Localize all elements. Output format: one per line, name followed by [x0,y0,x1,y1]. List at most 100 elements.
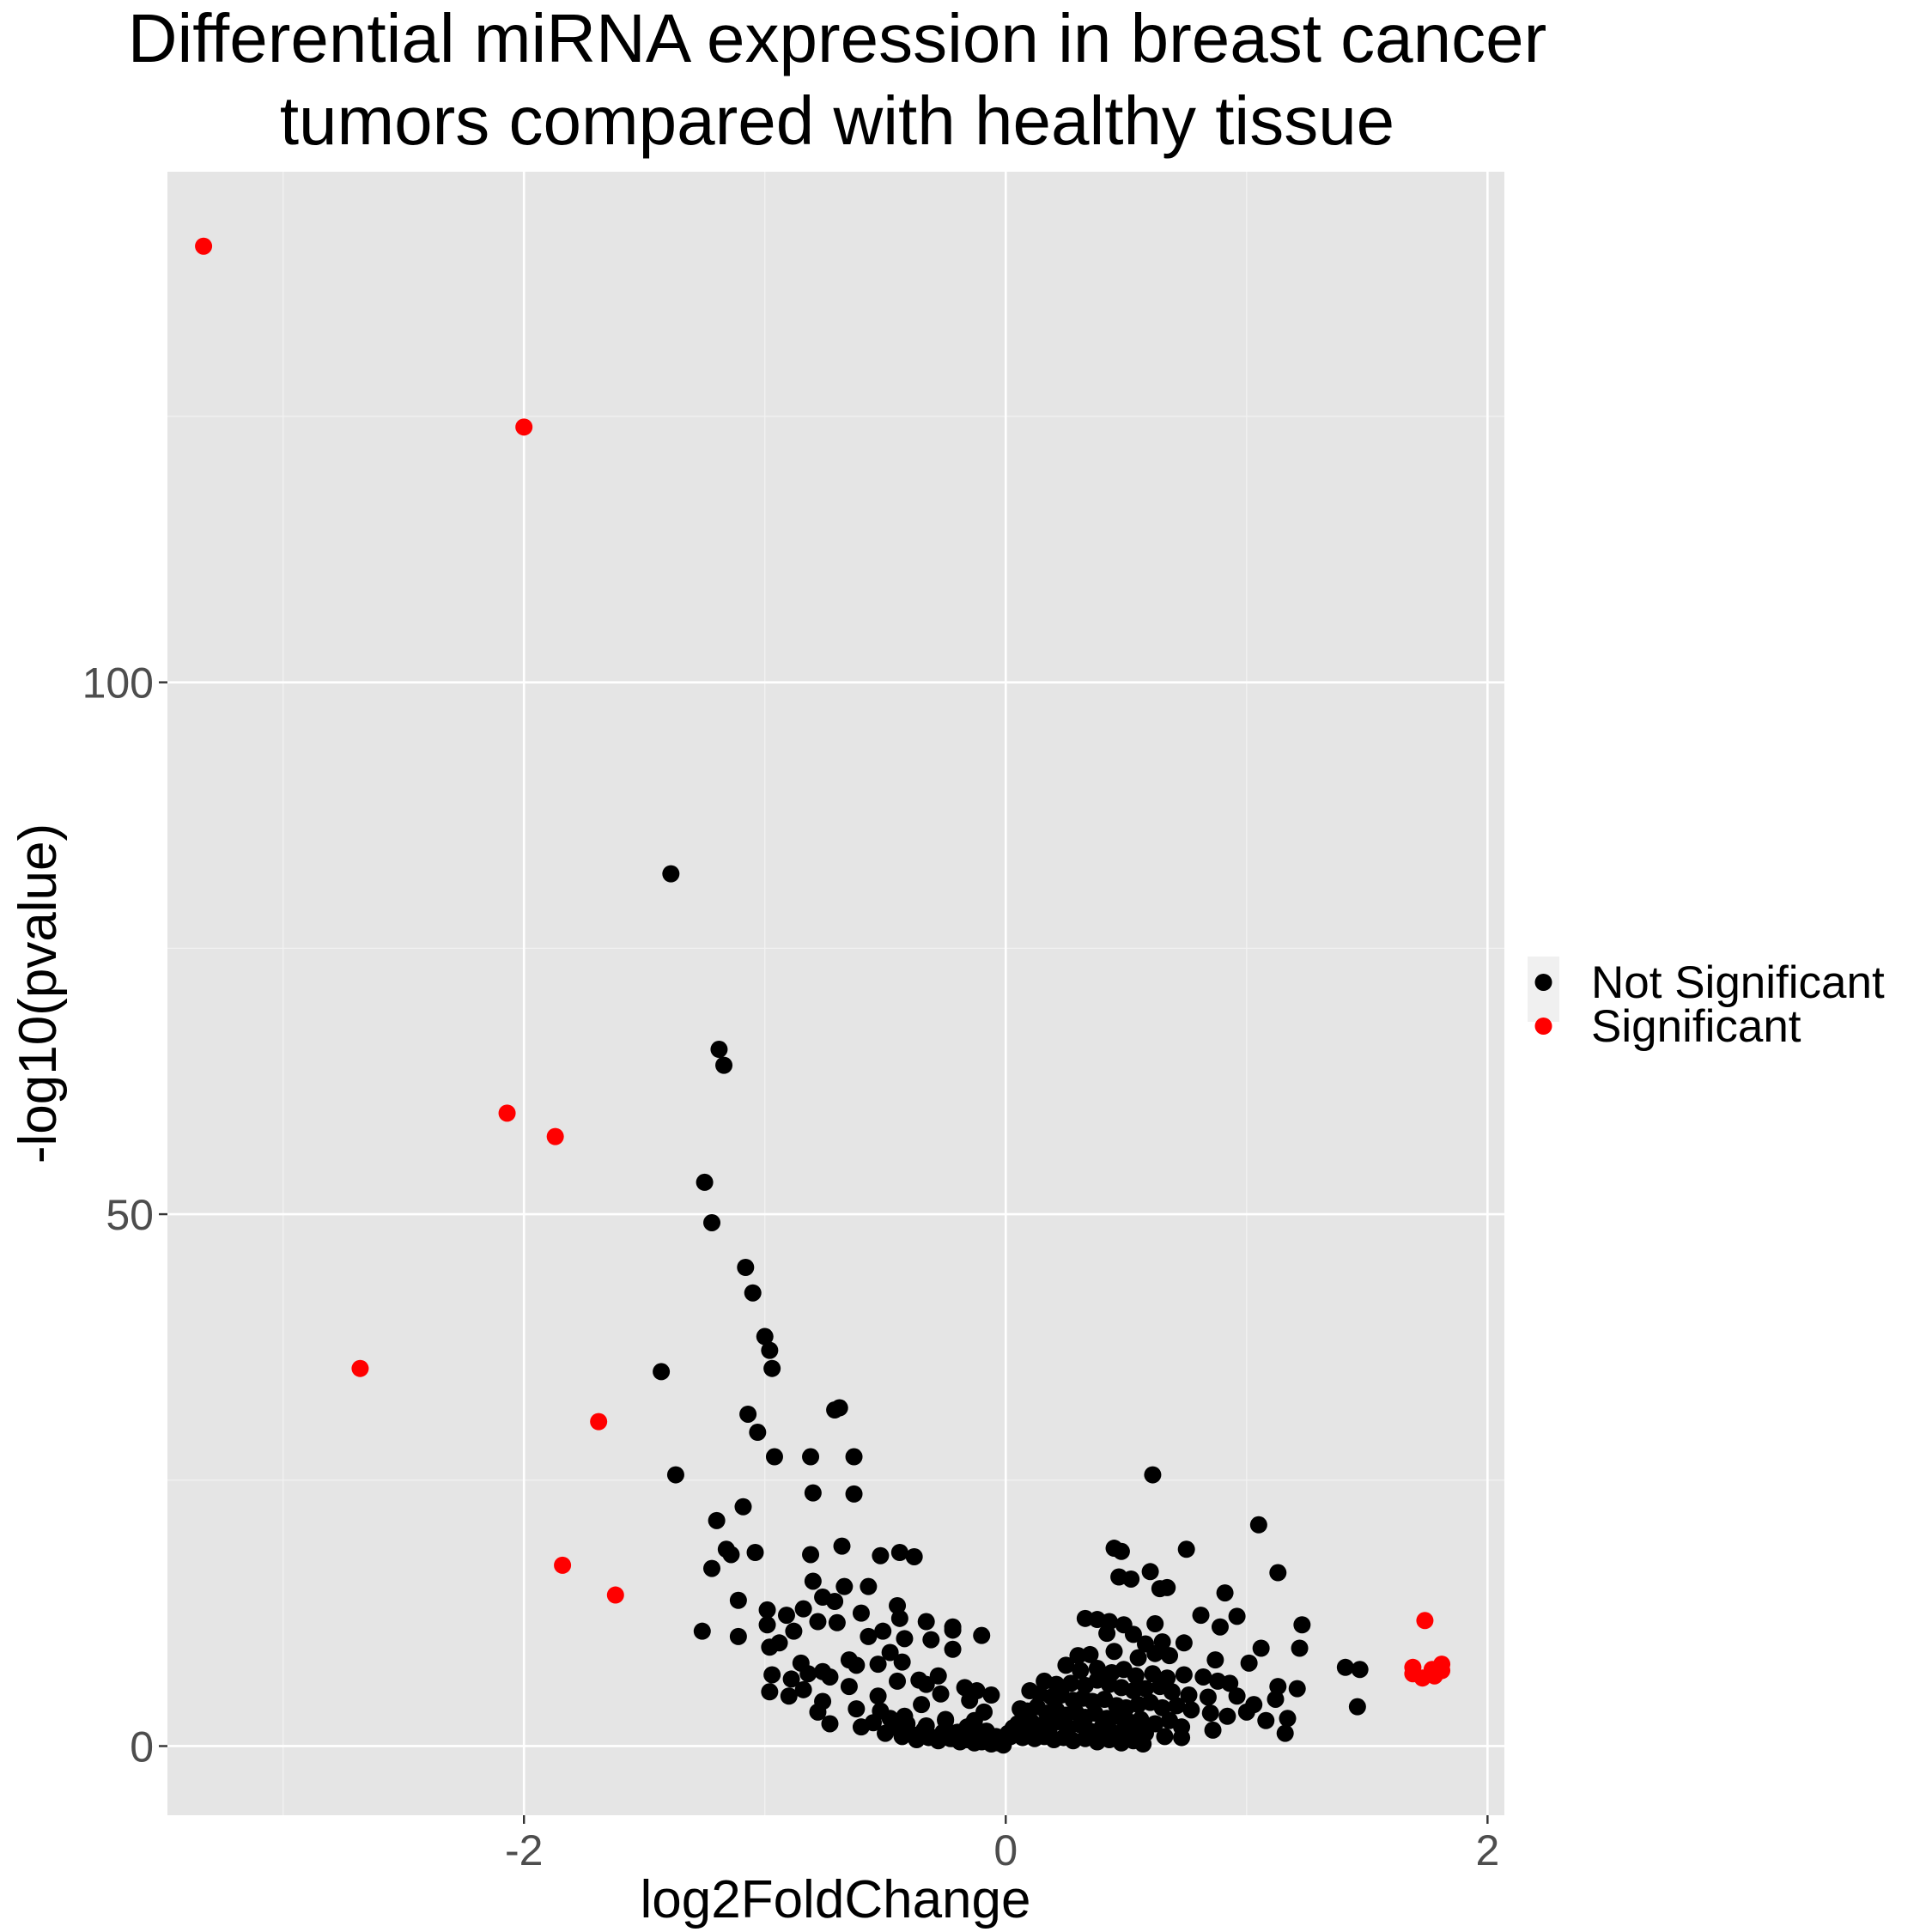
data-point [662,865,680,883]
data-point [1194,1668,1212,1686]
data-point [874,1622,892,1640]
data-point [961,1692,979,1710]
data-point [799,1665,817,1683]
data-point [761,1683,779,1701]
data-point [826,1401,844,1419]
data-point [1072,1662,1090,1680]
data-point [890,1544,908,1562]
data-point [590,1413,608,1431]
data-point [833,1537,851,1555]
data-point [917,1675,935,1693]
data-point [794,1680,812,1698]
data-point [703,1213,721,1231]
grid-major [167,172,1504,1815]
data-point [666,1466,684,1484]
y-tick-label: 0 [130,1722,154,1771]
data-point [845,1485,863,1503]
data-point [1201,1704,1219,1722]
data-point [1146,1644,1164,1662]
data-point [710,1041,728,1059]
data-point [1124,1625,1142,1643]
data-point [1218,1707,1236,1725]
data-point [896,1630,914,1648]
data-point [804,1484,822,1502]
data-point [905,1547,923,1565]
data-point [1175,1634,1193,1652]
data-point [802,1448,820,1466]
legend-label-not-significant: Not Significant [1591,957,1885,1008]
data-point [944,1618,962,1636]
y-tick-label: 100 [82,659,154,708]
data-point [606,1586,624,1604]
data-point [763,1666,781,1684]
data-point [1221,1674,1239,1692]
data-point [1136,1680,1154,1698]
data-point [1122,1570,1140,1588]
data-point [821,1715,839,1733]
data-point [715,1056,733,1074]
data-point [756,1327,774,1346]
data-point [922,1631,940,1649]
legend-key-not-significant [1534,974,1552,991]
data-point [1276,1724,1294,1742]
data-point [1098,1625,1116,1643]
data-point [195,237,213,255]
data-point [1161,1647,1179,1665]
data-point [546,1127,564,1145]
data-point [1146,1615,1164,1633]
data-point [1351,1661,1369,1679]
axis-ticks: -2 0 2 0 50 100 [82,659,1500,1874]
data-point [845,1448,863,1466]
data-point [761,1341,779,1359]
data-point [884,1715,902,1733]
data-point [869,1687,887,1705]
data-point [737,1259,755,1276]
data-point [860,1627,878,1645]
chart-title-line-2: tumors compared with healthy tissue [280,82,1394,159]
data-point [1252,1639,1270,1657]
data-point [1153,1698,1171,1716]
data-point [1249,1516,1267,1534]
chart-title-line-1: Differential miRNA expression in breast … [128,0,1547,76]
data-point [893,1728,911,1746]
data-point [1269,1678,1287,1696]
data-point [1141,1563,1159,1581]
data-point [1204,1721,1222,1739]
data-point [809,1613,827,1631]
data-point [1336,1658,1354,1676]
y-axis-title: -log10(pvalue) [9,823,68,1163]
data-point [1269,1564,1287,1582]
data-point [746,1544,764,1562]
data-point [1168,1697,1186,1715]
data-point [852,1604,870,1622]
data-point [869,1656,887,1674]
data-point [881,1643,899,1662]
data-point [1192,1607,1210,1625]
data-point [1199,1688,1217,1706]
data-point [765,1448,783,1466]
data-point [1112,1542,1130,1560]
data-point [1132,1710,1150,1728]
points-layer [195,237,1451,1754]
data-point [1144,1466,1162,1484]
data-point [826,1592,844,1610]
data-point [1211,1618,1229,1636]
data-point [848,1656,866,1674]
data-point [1206,1651,1224,1669]
data-point [763,1359,781,1377]
data-point [554,1556,572,1574]
data-point [780,1687,798,1705]
data-point [1057,1656,1075,1674]
data-point [1228,1607,1246,1625]
data-point [785,1622,803,1640]
y-tick-label: 50 [106,1191,154,1239]
data-point [982,1686,1000,1704]
x-tick-label: 2 [1475,1826,1499,1874]
data-point [708,1511,726,1529]
data-point [1279,1710,1297,1728]
data-point [1293,1616,1311,1634]
data-point [1180,1686,1198,1704]
data-point [696,1173,714,1191]
data-point [498,1104,516,1122]
